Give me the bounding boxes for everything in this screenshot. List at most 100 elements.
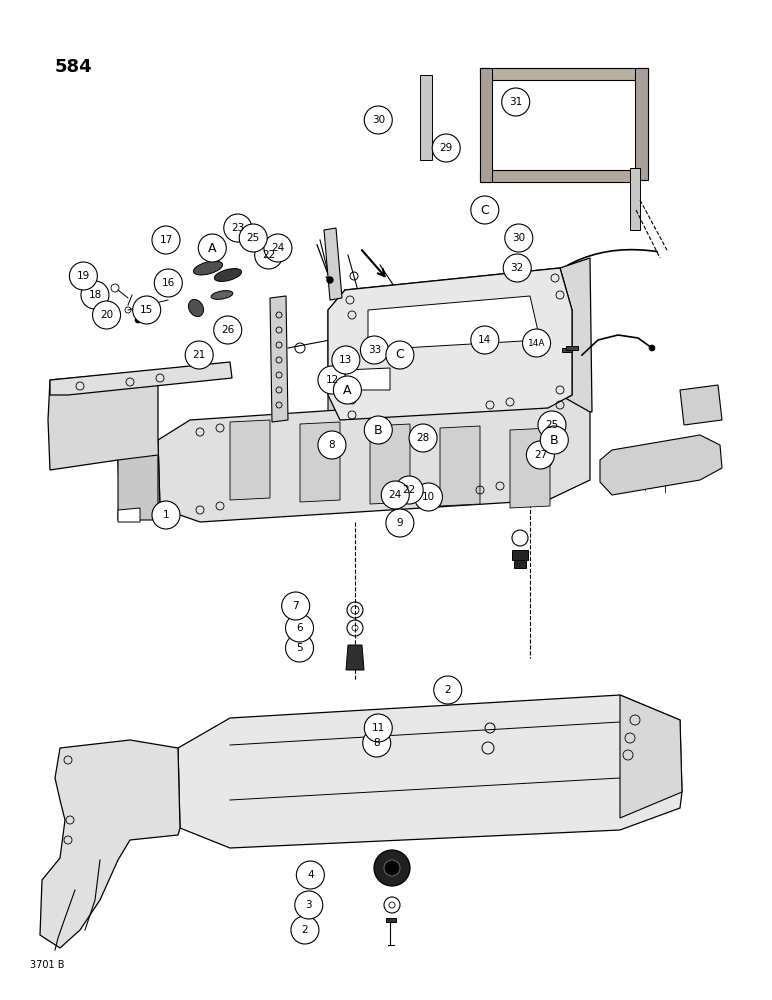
Text: 15: 15 bbox=[140, 305, 154, 315]
Text: B: B bbox=[374, 424, 383, 436]
Text: 32: 32 bbox=[510, 263, 524, 273]
Text: 25: 25 bbox=[545, 420, 559, 430]
Circle shape bbox=[152, 226, 180, 254]
Circle shape bbox=[364, 106, 392, 134]
Text: 17: 17 bbox=[159, 235, 173, 245]
Polygon shape bbox=[346, 645, 364, 670]
Circle shape bbox=[471, 326, 499, 354]
Polygon shape bbox=[345, 368, 390, 390]
Circle shape bbox=[523, 329, 550, 357]
Circle shape bbox=[503, 254, 531, 282]
Circle shape bbox=[364, 714, 392, 742]
Circle shape bbox=[81, 281, 109, 309]
Text: 30: 30 bbox=[371, 115, 385, 125]
Circle shape bbox=[135, 317, 141, 323]
Circle shape bbox=[384, 860, 400, 876]
Circle shape bbox=[540, 426, 568, 454]
Circle shape bbox=[361, 336, 388, 364]
Polygon shape bbox=[480, 170, 638, 182]
Circle shape bbox=[327, 277, 333, 283]
Circle shape bbox=[152, 501, 180, 529]
Circle shape bbox=[264, 234, 292, 262]
Ellipse shape bbox=[212, 291, 233, 299]
Circle shape bbox=[154, 269, 182, 297]
Text: 26: 26 bbox=[221, 325, 235, 335]
Text: 12: 12 bbox=[325, 375, 339, 385]
Circle shape bbox=[502, 88, 530, 116]
Circle shape bbox=[415, 483, 442, 511]
Text: 28: 28 bbox=[416, 433, 430, 443]
Text: C: C bbox=[395, 349, 405, 361]
Text: 29: 29 bbox=[439, 143, 453, 153]
Polygon shape bbox=[600, 435, 722, 495]
Text: 20: 20 bbox=[100, 310, 113, 320]
Circle shape bbox=[133, 296, 161, 324]
Text: 8: 8 bbox=[329, 440, 335, 450]
Polygon shape bbox=[48, 370, 160, 520]
Circle shape bbox=[69, 262, 97, 290]
Circle shape bbox=[334, 376, 361, 404]
Circle shape bbox=[471, 196, 499, 224]
Ellipse shape bbox=[194, 261, 222, 275]
Polygon shape bbox=[300, 422, 340, 502]
Circle shape bbox=[527, 441, 554, 469]
Text: 13: 13 bbox=[339, 355, 353, 365]
Circle shape bbox=[434, 676, 462, 704]
Text: 11: 11 bbox=[371, 723, 385, 733]
Circle shape bbox=[255, 241, 283, 269]
Polygon shape bbox=[386, 918, 396, 922]
Circle shape bbox=[214, 316, 242, 344]
Polygon shape bbox=[178, 695, 682, 848]
Polygon shape bbox=[548, 258, 592, 412]
Text: 24: 24 bbox=[271, 243, 285, 253]
Text: 18: 18 bbox=[88, 290, 102, 300]
Circle shape bbox=[296, 861, 324, 889]
Polygon shape bbox=[620, 695, 682, 818]
Circle shape bbox=[505, 224, 533, 252]
Polygon shape bbox=[328, 268, 572, 420]
Text: 7: 7 bbox=[293, 601, 299, 611]
Circle shape bbox=[364, 416, 392, 444]
Circle shape bbox=[318, 366, 346, 394]
Polygon shape bbox=[420, 75, 432, 160]
Text: 10: 10 bbox=[422, 492, 435, 502]
Circle shape bbox=[239, 224, 267, 252]
Polygon shape bbox=[370, 424, 410, 504]
Text: 24: 24 bbox=[388, 490, 402, 500]
Polygon shape bbox=[270, 296, 288, 422]
Text: 23: 23 bbox=[231, 223, 245, 233]
Polygon shape bbox=[512, 550, 528, 560]
Text: C: C bbox=[480, 204, 489, 217]
Circle shape bbox=[409, 424, 437, 452]
Circle shape bbox=[224, 214, 252, 242]
Circle shape bbox=[282, 592, 310, 620]
Polygon shape bbox=[510, 428, 550, 508]
Polygon shape bbox=[230, 420, 270, 500]
Text: 16: 16 bbox=[161, 278, 175, 288]
Polygon shape bbox=[328, 290, 345, 420]
Text: 21: 21 bbox=[192, 350, 206, 360]
Text: 30: 30 bbox=[512, 233, 526, 243]
Circle shape bbox=[381, 481, 409, 509]
Text: 8: 8 bbox=[374, 738, 380, 748]
Text: 31: 31 bbox=[509, 97, 523, 107]
Polygon shape bbox=[480, 68, 492, 182]
Text: 14: 14 bbox=[478, 335, 492, 345]
Polygon shape bbox=[368, 296, 540, 350]
Polygon shape bbox=[324, 228, 342, 300]
Circle shape bbox=[363, 729, 391, 757]
Text: 14A: 14A bbox=[528, 338, 545, 348]
Circle shape bbox=[93, 301, 120, 329]
Ellipse shape bbox=[188, 299, 204, 317]
Text: 1: 1 bbox=[163, 510, 169, 520]
Text: 27: 27 bbox=[533, 450, 547, 460]
Polygon shape bbox=[158, 395, 590, 522]
Text: 9: 9 bbox=[397, 518, 403, 528]
Circle shape bbox=[374, 850, 410, 886]
Circle shape bbox=[185, 341, 213, 369]
Text: 5: 5 bbox=[296, 643, 303, 653]
Circle shape bbox=[291, 916, 319, 944]
Text: 19: 19 bbox=[76, 271, 90, 281]
Circle shape bbox=[286, 634, 313, 662]
Text: B: B bbox=[550, 434, 559, 446]
